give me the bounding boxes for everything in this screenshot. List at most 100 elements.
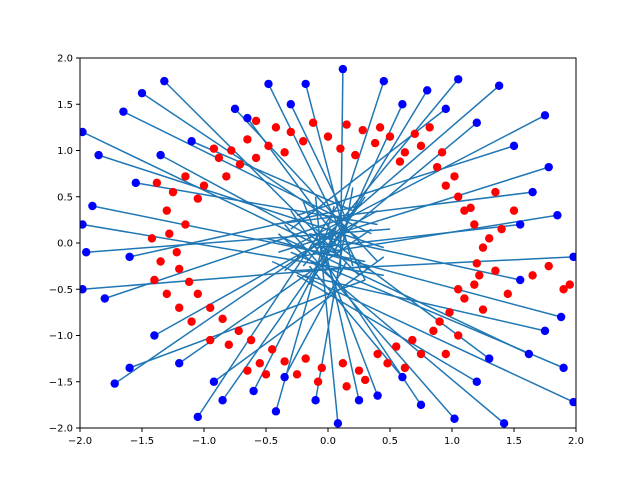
- red-point: [193, 289, 202, 299]
- red-point: [181, 220, 190, 229]
- red-point: [565, 280, 574, 289]
- red-point: [323, 132, 333, 141]
- plot-area: [80, 58, 576, 428]
- blue-point: [556, 312, 566, 322]
- red-point: [299, 137, 308, 146]
- red-point: [370, 138, 380, 148]
- red-point: [410, 129, 419, 139]
- red-point: [172, 248, 181, 257]
- blue-point: [569, 397, 576, 407]
- red-point: [251, 153, 261, 163]
- y-tick-label: 1.5: [57, 100, 73, 111]
- segment-line: [302, 78, 459, 267]
- blue-point: [264, 79, 273, 89]
- segment-line: [321, 122, 478, 253]
- y-axis: −2.0 −1.5 −1.0 −0.5 0.0 0.5 1.0 1.5 2.0: [49, 54, 80, 435]
- segment-line: [315, 223, 521, 249]
- red-point: [454, 331, 463, 340]
- blue-point: [88, 201, 97, 211]
- segment-line: [284, 224, 456, 420]
- x-tick-label: 0.0: [320, 436, 336, 447]
- blue-point: [175, 359, 184, 368]
- blue-point: [540, 326, 550, 336]
- red-point: [559, 285, 568, 294]
- y-tick-label: −2.0: [49, 424, 73, 435]
- red-point: [175, 264, 184, 274]
- blue-point: [472, 377, 481, 386]
- x-tick-label: −2.0: [68, 436, 92, 447]
- blue-point: [110, 379, 119, 388]
- red-point: [214, 153, 224, 163]
- segment-line: [303, 274, 546, 332]
- segment-line: [267, 83, 366, 281]
- blue-point: [450, 414, 459, 423]
- blue-point: [209, 377, 219, 386]
- y-tick-label: −1.0: [49, 331, 73, 342]
- segment-line: [296, 145, 515, 216]
- red-point: [187, 317, 196, 326]
- red-point: [475, 271, 484, 280]
- red-point: [280, 357, 289, 366]
- blue-point: [509, 141, 519, 151]
- x-tick-label: −1.0: [192, 436, 216, 447]
- red-point: [497, 224, 506, 234]
- blue-point: [354, 396, 364, 405]
- blue-point: [379, 76, 388, 86]
- red-point: [441, 181, 450, 190]
- red-point: [150, 275, 159, 285]
- blue-point: [423, 86, 432, 95]
- x-axis: −2.0 −1.5 −1.0 −0.5 0.0 0.5 1.0 1.5 2.0: [68, 428, 584, 447]
- blue-point: [131, 178, 140, 188]
- segments-layer: [82, 69, 574, 424]
- red-point: [264, 141, 273, 151]
- red-point: [308, 118, 318, 127]
- red-point: [168, 187, 178, 197]
- red-point: [425, 123, 434, 132]
- blue-point: [569, 252, 576, 262]
- red-point: [432, 162, 442, 172]
- red-point: [429, 326, 438, 336]
- segment-line: [308, 89, 428, 286]
- x-tick-label: 1.0: [444, 436, 460, 447]
- red-point: [454, 192, 463, 201]
- red-point: [301, 354, 310, 363]
- blue-point: [125, 252, 134, 262]
- red-point: [358, 125, 367, 135]
- red-point: [544, 261, 553, 271]
- red-point: [292, 370, 302, 379]
- blue-point: [553, 211, 562, 220]
- blue-point: [311, 396, 320, 405]
- red-point: [400, 148, 410, 157]
- segment-line: [309, 233, 521, 281]
- red-point: [209, 144, 219, 153]
- y-tick-label: −0.5: [49, 285, 73, 296]
- red-point: [184, 277, 194, 287]
- segment-line: [246, 117, 342, 244]
- red-point: [485, 234, 494, 243]
- blue-point: [80, 220, 87, 229]
- x-tick-label: 1.5: [506, 436, 522, 447]
- y-tick-label: 0.0: [57, 239, 73, 250]
- segment-line: [160, 154, 341, 253]
- red-point: [271, 123, 281, 132]
- red-point: [437, 148, 447, 157]
- blue-point: [249, 386, 258, 396]
- segment-line: [290, 114, 546, 249]
- blue-point: [494, 81, 504, 90]
- red-point: [472, 259, 481, 268]
- red-point: [165, 229, 174, 238]
- segment-line: [272, 191, 533, 226]
- red-point: [528, 271, 537, 280]
- segment-line: [271, 260, 574, 403]
- blue-point: [280, 372, 289, 382]
- blue-point: [156, 150, 165, 160]
- segment-line: [304, 83, 354, 267]
- red-point: [317, 363, 326, 373]
- blue-point: [416, 400, 426, 410]
- red-point: [336, 144, 345, 153]
- red-point: [470, 280, 479, 289]
- red-point: [156, 257, 165, 266]
- segment-line: [82, 131, 372, 272]
- blue-point: [301, 79, 310, 89]
- red-point: [255, 359, 264, 368]
